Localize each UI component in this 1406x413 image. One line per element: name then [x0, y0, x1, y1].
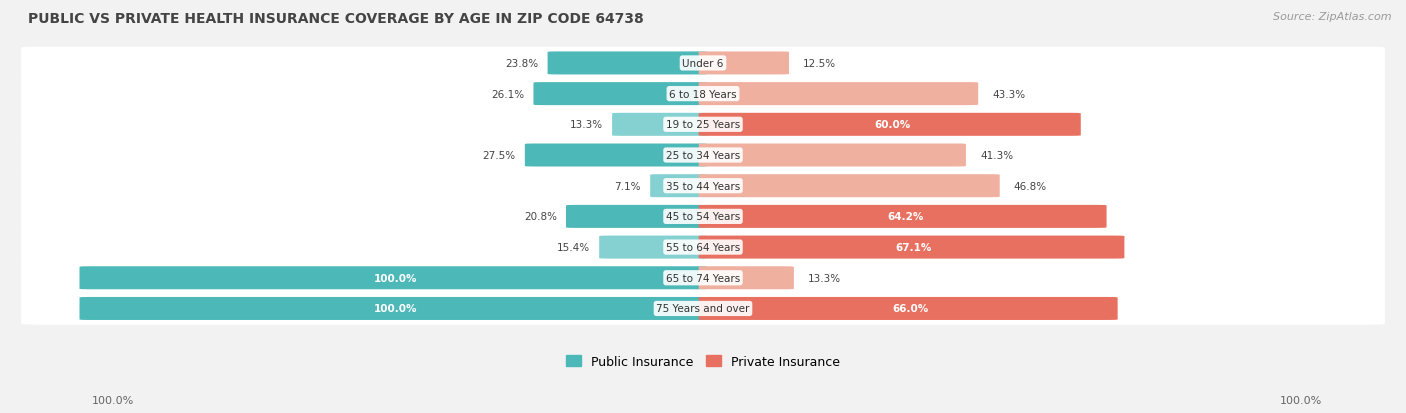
FancyBboxPatch shape — [21, 47, 1385, 80]
FancyBboxPatch shape — [699, 205, 1107, 228]
FancyBboxPatch shape — [699, 52, 789, 75]
FancyBboxPatch shape — [699, 144, 966, 167]
Text: 25 to 34 Years: 25 to 34 Years — [666, 151, 740, 161]
FancyBboxPatch shape — [612, 114, 707, 136]
Text: 23.8%: 23.8% — [505, 59, 538, 69]
Text: 100.0%: 100.0% — [374, 304, 418, 314]
FancyBboxPatch shape — [21, 78, 1385, 111]
Text: 19 to 25 Years: 19 to 25 Years — [666, 120, 740, 130]
FancyBboxPatch shape — [21, 292, 1385, 325]
Text: 100.0%: 100.0% — [374, 273, 418, 283]
FancyBboxPatch shape — [21, 109, 1385, 141]
FancyBboxPatch shape — [699, 267, 794, 290]
FancyBboxPatch shape — [524, 144, 707, 167]
FancyBboxPatch shape — [699, 83, 979, 106]
FancyBboxPatch shape — [533, 83, 707, 106]
Text: 41.3%: 41.3% — [980, 151, 1014, 161]
Text: 67.1%: 67.1% — [896, 242, 932, 252]
Text: 7.1%: 7.1% — [614, 181, 641, 191]
Text: 13.3%: 13.3% — [808, 273, 841, 283]
Text: 100.0%: 100.0% — [1279, 395, 1322, 405]
FancyBboxPatch shape — [699, 175, 1000, 198]
Text: 45 to 54 Years: 45 to 54 Years — [666, 212, 740, 222]
Text: 60.0%: 60.0% — [875, 120, 910, 130]
Text: 12.5%: 12.5% — [803, 59, 837, 69]
FancyBboxPatch shape — [21, 262, 1385, 294]
FancyBboxPatch shape — [80, 297, 707, 320]
Text: 20.8%: 20.8% — [524, 212, 557, 222]
FancyBboxPatch shape — [80, 267, 707, 290]
FancyBboxPatch shape — [599, 236, 707, 259]
FancyBboxPatch shape — [21, 170, 1385, 202]
Text: 13.3%: 13.3% — [569, 120, 603, 130]
Text: 64.2%: 64.2% — [887, 212, 924, 222]
FancyBboxPatch shape — [699, 297, 1118, 320]
Text: 15.4%: 15.4% — [557, 242, 591, 252]
Text: Source: ZipAtlas.com: Source: ZipAtlas.com — [1274, 12, 1392, 22]
FancyBboxPatch shape — [567, 205, 707, 228]
Text: 43.3%: 43.3% — [993, 89, 1025, 100]
Text: 35 to 44 Years: 35 to 44 Years — [666, 181, 740, 191]
FancyBboxPatch shape — [21, 140, 1385, 172]
Text: PUBLIC VS PRIVATE HEALTH INSURANCE COVERAGE BY AGE IN ZIP CODE 64738: PUBLIC VS PRIVATE HEALTH INSURANCE COVER… — [28, 12, 644, 26]
Text: 46.8%: 46.8% — [1014, 181, 1047, 191]
Text: 66.0%: 66.0% — [893, 304, 929, 314]
Legend: Public Insurance, Private Insurance: Public Insurance, Private Insurance — [567, 355, 839, 368]
Text: Under 6: Under 6 — [682, 59, 724, 69]
Text: 100.0%: 100.0% — [91, 395, 134, 405]
FancyBboxPatch shape — [547, 52, 707, 75]
Text: 55 to 64 Years: 55 to 64 Years — [666, 242, 740, 252]
FancyBboxPatch shape — [650, 175, 707, 198]
FancyBboxPatch shape — [21, 231, 1385, 264]
Text: 27.5%: 27.5% — [482, 151, 516, 161]
FancyBboxPatch shape — [699, 236, 1125, 259]
Text: 75 Years and over: 75 Years and over — [657, 304, 749, 314]
FancyBboxPatch shape — [699, 114, 1081, 136]
FancyBboxPatch shape — [21, 201, 1385, 233]
Text: 65 to 74 Years: 65 to 74 Years — [666, 273, 740, 283]
Text: 26.1%: 26.1% — [491, 89, 524, 100]
Text: 6 to 18 Years: 6 to 18 Years — [669, 89, 737, 100]
